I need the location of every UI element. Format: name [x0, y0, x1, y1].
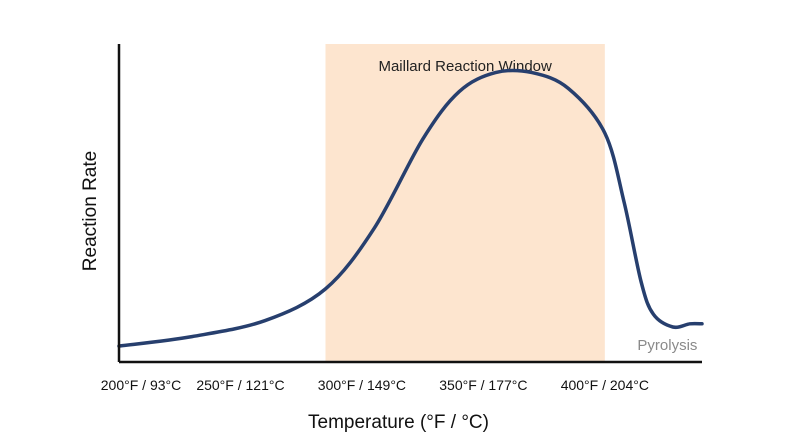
x-tick-label: 400°F / 204°C	[561, 377, 649, 393]
reaction-rate-line	[117, 68, 704, 348]
x-tick-label: 300°F / 149°C	[318, 377, 406, 393]
x-tick-label: 350°F / 177°C	[439, 377, 527, 393]
pyrolysis-label: Pyrolysis	[637, 337, 697, 354]
x-tick-label: 200°F / 93°C	[101, 377, 181, 393]
x-tick-labels: 200°F / 93°C 250°F / 121°C 300°F / 149°C 35…	[101, 377, 649, 393]
y-axis-title: Reaction Rate	[80, 151, 101, 271]
maillard-window-region	[325, 44, 605, 362]
x-tick-label: 250°F / 121°C	[196, 377, 284, 393]
x-axis-title: Temperature (°F / °C)	[308, 412, 489, 433]
